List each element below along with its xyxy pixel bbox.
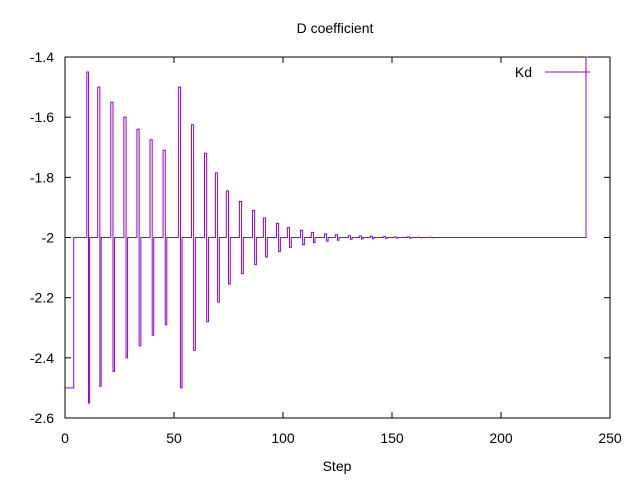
x-tick-label: 100 bbox=[271, 430, 295, 446]
y-tick-label: -2.6 bbox=[30, 410, 54, 426]
x-tick-label: 150 bbox=[380, 430, 404, 446]
y-tick-label: -2 bbox=[42, 230, 55, 246]
y-tick-label: -2.2 bbox=[30, 290, 54, 306]
axis-ticks: 0 50 100 150 200 250 -2.6 -2.4 -2.2 -2 -1.8 -1.6 -1.… bbox=[30, 49, 622, 446]
x-tick-label: 250 bbox=[598, 430, 622, 446]
y-tick-label: -1.6 bbox=[30, 109, 54, 125]
y-tick-label: -2.4 bbox=[30, 350, 54, 366]
y-tick-label: -1.4 bbox=[30, 49, 54, 65]
series-layer bbox=[65, 56, 589, 404]
x-tick-label: 200 bbox=[489, 430, 513, 446]
legend-label: Kd bbox=[515, 64, 532, 80]
series-line-kd bbox=[65, 56, 589, 404]
y-tick-label: -1.8 bbox=[30, 169, 54, 185]
legend: Kd bbox=[515, 64, 590, 80]
chart-title: D coefficient bbox=[297, 20, 374, 36]
x-tick-label: 50 bbox=[166, 430, 182, 446]
x-axis-label: Step bbox=[323, 458, 352, 474]
x-tick-label: 0 bbox=[61, 430, 69, 446]
